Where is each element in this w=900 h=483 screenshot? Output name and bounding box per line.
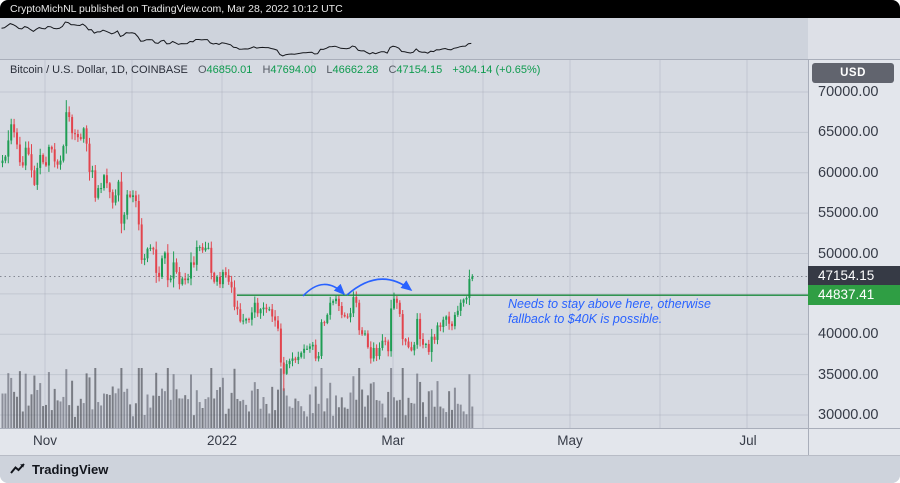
divider — [808, 60, 809, 455]
divider — [0, 455, 900, 456]
attribution-text: CryptoMichNL published on TradingView.co… — [10, 3, 343, 15]
ohlc-low-label: L — [326, 64, 333, 76]
ohlc-open-label: O — [197, 64, 207, 76]
ohlc-high-value: 47694.00 — [270, 64, 317, 76]
attribution-bar: CryptoMichNL published on TradingView.co… — [0, 0, 900, 18]
x-axis-label: Jul — [739, 433, 757, 448]
symbol-title: Bitcoin / U.S. Dollar, 1D, COINBASE — [10, 64, 188, 76]
ohlc-close-label: C — [388, 64, 397, 76]
ohlc-low-value: 46662.28 — [332, 64, 379, 76]
tradingview-wordmark: TradingView — [32, 461, 109, 477]
overview-pane — [0, 18, 808, 60]
ohlc-open-value: 46850.01 — [206, 64, 253, 76]
last-price-label: 47154.15 — [808, 266, 900, 287]
footer-bar — [0, 455, 900, 483]
currency-button[interactable]: USD — [812, 63, 894, 83]
support-level-label: 44837.41 — [808, 285, 900, 306]
tradingview-link[interactable]: TradingView — [10, 461, 108, 477]
x-axis-label: Mar — [381, 433, 405, 448]
y-axis-label: 60000.00 — [818, 164, 879, 181]
y-axis-label: 70000.00 — [818, 84, 879, 100]
divider — [0, 428, 900, 429]
ohlc-high-label: H — [262, 64, 271, 76]
time-axis[interactable] — [0, 428, 900, 455]
y-axis-label: 65000.00 — [818, 124, 879, 141]
annotation-note[interactable]: Needs to stay above here, otherwise fall… — [508, 297, 711, 326]
change-value: +304.14 (+0.65%) — [452, 64, 541, 76]
x-axis-label: 2022 — [206, 433, 238, 448]
y-axis-label: 55000.00 — [818, 205, 879, 222]
price-axis[interactable] — [808, 60, 900, 428]
y-axis-label: 30000.00 — [818, 407, 879, 423]
y-axis-label: 50000.00 — [818, 245, 879, 262]
x-axis-label: Nov — [32, 433, 57, 448]
y-axis-label: 40000.00 — [818, 326, 879, 343]
tradingview-logo-icon — [10, 461, 26, 477]
overview-pane-axis — [808, 18, 900, 60]
y-axis-label: 35000.00 — [818, 366, 879, 383]
divider — [0, 59, 900, 60]
chart-plot-area[interactable] — [0, 60, 808, 428]
x-axis-label: May — [557, 433, 583, 448]
ohlc-close-value: 47154.15 — [396, 64, 443, 76]
symbol-legend[interactable]: Bitcoin / U.S. Dollar, 1D, COINBASE O468… — [10, 64, 540, 76]
